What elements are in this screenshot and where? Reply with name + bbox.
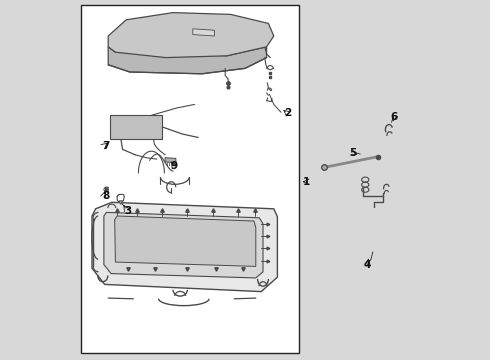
Polygon shape (92, 202, 277, 292)
Polygon shape (115, 216, 256, 266)
Polygon shape (119, 201, 122, 204)
Text: 3: 3 (124, 206, 132, 216)
Polygon shape (165, 158, 176, 163)
Text: 7: 7 (103, 141, 110, 151)
Text: 5: 5 (349, 148, 357, 158)
Polygon shape (104, 212, 263, 278)
Text: 8: 8 (103, 191, 110, 201)
Text: 4: 4 (364, 260, 371, 270)
Text: 9: 9 (170, 161, 177, 171)
Text: 1: 1 (303, 177, 311, 187)
Polygon shape (193, 29, 215, 36)
Bar (110, 115, 162, 139)
Text: 2: 2 (284, 108, 291, 118)
Text: 6: 6 (391, 112, 398, 122)
Polygon shape (108, 13, 274, 58)
Bar (81, 5, 299, 353)
Polygon shape (108, 47, 267, 74)
